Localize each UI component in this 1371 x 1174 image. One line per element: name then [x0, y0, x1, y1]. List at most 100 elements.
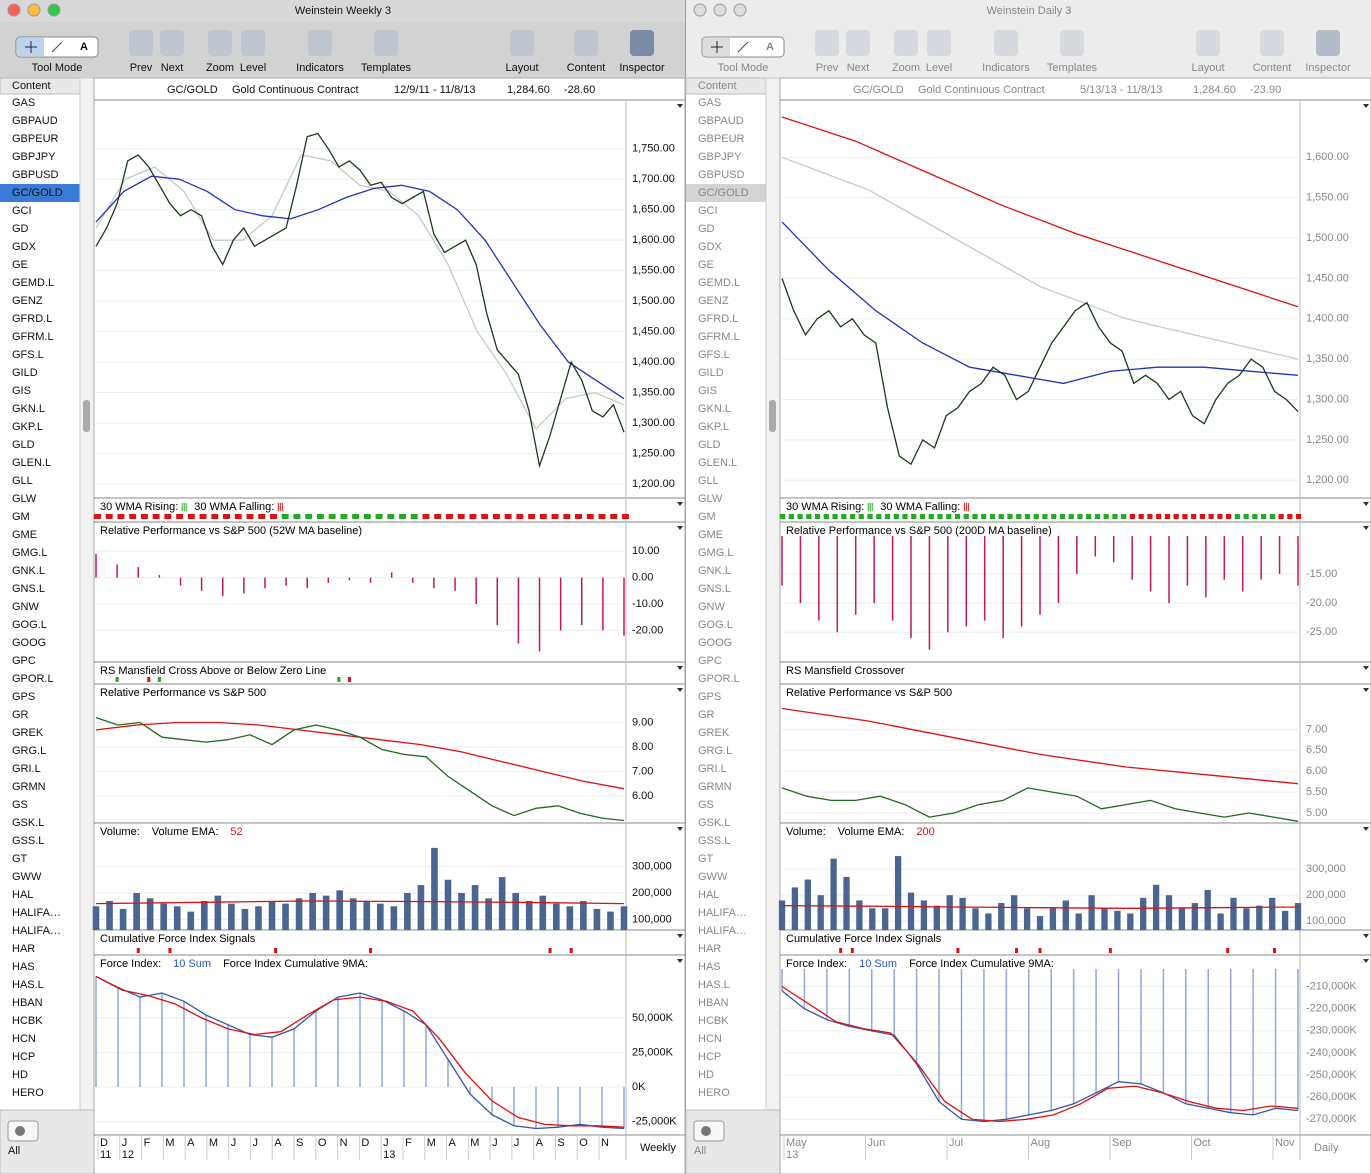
pane-menu[interactable]: [677, 688, 683, 692]
toolbar-icon[interactable]: [510, 30, 534, 56]
toolbar-icon[interactable]: [1196, 30, 1220, 56]
symbol-item[interactable]: GPS: [698, 691, 721, 703]
window-button[interactable]: [693, 3, 707, 17]
symbol-item[interactable]: GFRM.L: [698, 331, 740, 343]
symbol-item[interactable]: GCI: [12, 205, 32, 217]
symbol-item[interactable]: GDX: [12, 241, 37, 253]
symbol-item[interactable]: GEMD.L: [698, 277, 740, 289]
toolbar-label[interactable]: Indicators: [982, 62, 1030, 74]
toolbar-icon[interactable]: [1060, 30, 1084, 56]
symbol-item[interactable]: GEMD.L: [12, 277, 54, 289]
symbol-item[interactable]: GBPAUD: [12, 115, 58, 127]
symbol-item[interactable]: HD: [12, 1069, 28, 1081]
symbol-item[interactable]: GLW: [12, 493, 37, 505]
pane-menu[interactable]: [1363, 526, 1369, 530]
symbol-item[interactable]: GFRM.L: [12, 331, 54, 343]
symbol-item[interactable]: GOG.L: [12, 619, 47, 631]
symbol-item[interactable]: HAS: [12, 961, 35, 973]
pane-menu[interactable]: [1363, 104, 1369, 108]
pane-menu[interactable]: [677, 959, 683, 963]
pane-menu[interactable]: [1363, 959, 1369, 963]
symbol-item[interactable]: GS: [12, 799, 28, 811]
pane-menu[interactable]: [1363, 666, 1369, 670]
toolbar-icon[interactable]: [308, 30, 332, 56]
symbol-item[interactable]: GSK.L: [698, 817, 730, 829]
window-button[interactable]: [7, 3, 21, 17]
symbol-item[interactable]: GOOG: [12, 637, 46, 649]
symbol-item[interactable]: GPC: [698, 655, 722, 667]
sidebar-footer-text[interactable]: All: [8, 1145, 20, 1157]
toolbar-label[interactable]: Inspector: [1305, 62, 1351, 74]
toolbar-label[interactable]: Layout: [1191, 62, 1224, 74]
scroll-thumb[interactable]: [769, 400, 776, 432]
toolbar-label[interactable]: Content: [567, 62, 606, 74]
symbol-item[interactable]: GREK: [698, 727, 730, 739]
symbol-item[interactable]: GR: [12, 709, 29, 721]
symbol-item[interactable]: GPC: [12, 655, 36, 667]
symbol-item[interactable]: GE: [698, 259, 714, 271]
symbol-item[interactable]: GBPJPY: [698, 151, 742, 163]
symbol-item[interactable]: GIS: [12, 385, 31, 397]
symbol-item[interactable]: GLD: [698, 439, 721, 451]
symbol-item[interactable]: GRMN: [698, 781, 732, 793]
toolbar-icon[interactable]: [994, 30, 1018, 56]
pane-menu[interactable]: [1363, 502, 1369, 506]
symbol-item[interactable]: GRG.L: [12, 745, 46, 757]
symbol-item[interactable]: HAR: [12, 943, 35, 955]
symbol-item[interactable]: GKN.L: [12, 403, 45, 415]
symbol-item[interactable]: GPOR.L: [12, 673, 54, 685]
pane-menu[interactable]: [1363, 688, 1369, 692]
symbol-item[interactable]: GKP.L: [698, 421, 729, 433]
symbol-item[interactable]: GRI.L: [12, 763, 41, 775]
symbol-item[interactable]: GLL: [12, 475, 33, 487]
toolbar-label[interactable]: Indicators: [296, 62, 344, 74]
symbol-item[interactable]: GT: [698, 853, 714, 865]
window-button[interactable]: [47, 3, 61, 17]
pane-menu[interactable]: [677, 526, 683, 530]
symbol-item[interactable]: GLD: [12, 439, 35, 451]
symbol-item[interactable]: GOOG: [698, 637, 732, 649]
symbol-item[interactable]: GRG.L: [698, 745, 732, 757]
toolbar-icon[interactable]: [927, 30, 951, 56]
symbol-item[interactable]: GD: [698, 223, 715, 235]
symbol-item[interactable]: GBPEUR: [698, 133, 745, 145]
symbol-item[interactable]: HAS: [698, 961, 721, 973]
toolbar-icon[interactable]: [241, 30, 265, 56]
symbol-item[interactable]: GAS: [698, 97, 721, 109]
toolbar-label[interactable]: Level: [926, 62, 952, 74]
symbol-item[interactable]: GNS.L: [12, 583, 45, 595]
symbol-item[interactable]: GPOR.L: [698, 673, 740, 685]
symbol-item[interactable]: GNS.L: [698, 583, 731, 595]
symbol-item[interactable]: GMG.L: [698, 547, 733, 559]
symbol-item[interactable]: GS: [698, 799, 714, 811]
symbol-item[interactable]: HALIFA…: [12, 907, 61, 919]
toolbar-label[interactable]: Zoom: [206, 62, 234, 74]
symbol-item[interactable]: GFRD.L: [698, 313, 738, 325]
pane-menu[interactable]: [677, 934, 683, 938]
symbol-item[interactable]: GC/GOLD: [12, 187, 63, 199]
toolbar-icon[interactable]: [815, 30, 839, 56]
toolbar-label[interactable]: Prev: [130, 62, 153, 74]
toolbar-icon[interactable]: [1316, 30, 1340, 56]
symbol-item[interactable]: GRMN: [12, 781, 46, 793]
symbol-item[interactable]: GKP.L: [12, 421, 43, 433]
toolbar-icon[interactable]: [1260, 30, 1284, 56]
symbol-item[interactable]: GWW: [698, 871, 728, 883]
toolbar-label[interactable]: Next: [847, 62, 870, 74]
symbol-item[interactable]: GKN.L: [698, 403, 731, 415]
symbol-item[interactable]: HCN: [698, 1033, 722, 1045]
toolbar-label[interactable]: Prev: [816, 62, 839, 74]
symbol-item[interactable]: GE: [12, 259, 28, 271]
toolbar-icon[interactable]: [208, 30, 232, 56]
toolbar-label[interactable]: Next: [161, 62, 184, 74]
pane-menu[interactable]: [1363, 934, 1369, 938]
symbol-item[interactable]: HAR: [698, 943, 721, 955]
symbol-item[interactable]: GMG.L: [12, 547, 47, 559]
symbol-item[interactable]: GCI: [698, 205, 718, 217]
toolbar-icon[interactable]: [630, 30, 654, 56]
symbol-item[interactable]: GDX: [698, 241, 723, 253]
toolbar-label[interactable]: Zoom: [892, 62, 920, 74]
symbol-item[interactable]: HCBK: [12, 1015, 43, 1027]
symbol-item[interactable]: GENZ: [12, 295, 43, 307]
symbol-item[interactable]: GWW: [12, 871, 42, 883]
